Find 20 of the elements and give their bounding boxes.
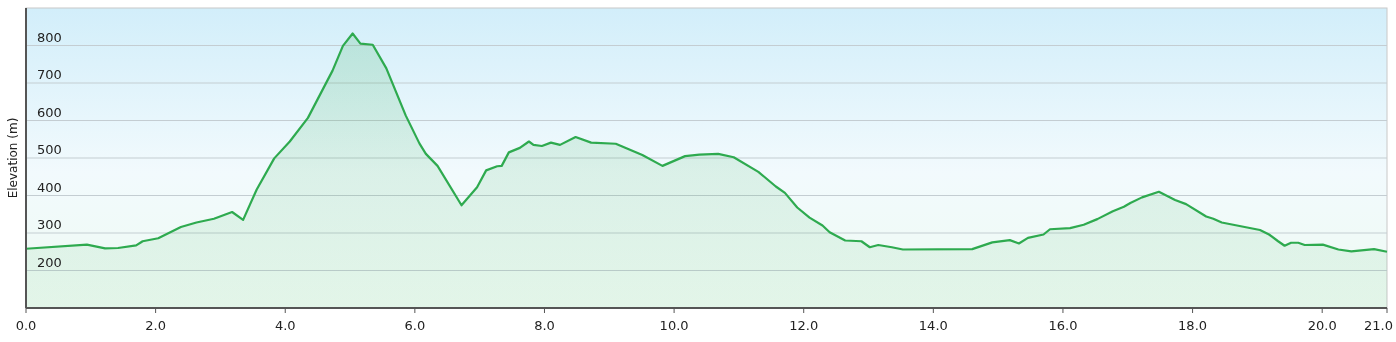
x-tick-label: 16.0 (1048, 318, 1078, 333)
x-tick-label: 21.0 (1364, 318, 1393, 333)
y-tick-label: 600 (37, 104, 62, 120)
x-tick-label: 18.0 (1178, 318, 1208, 333)
x-tick-label: 12.0 (789, 318, 819, 333)
x-tick-label: 20.0 (1307, 318, 1337, 333)
y-tick-label: 300 (37, 217, 62, 232)
x-tick-label: 4.0 (274, 318, 296, 333)
x-tick-label: 2.0 (145, 318, 166, 333)
x-tick-label: 8.0 (534, 318, 555, 333)
y-axis-title: Elevation (m) (6, 117, 20, 199)
y-tick-label: 200 (37, 254, 62, 270)
y-tick-label: 700 (37, 67, 62, 82)
y-tick-label: 500 (37, 142, 62, 157)
x-tick-label: 14.0 (918, 318, 948, 333)
y-tick-label: 800 (37, 29, 62, 45)
x-tick-label: 6.0 (404, 318, 426, 333)
x-tick-label: 10.0 (659, 318, 689, 333)
x-tick-label: 0.0 (15, 318, 37, 333)
y-tick-label: 400 (37, 179, 62, 195)
